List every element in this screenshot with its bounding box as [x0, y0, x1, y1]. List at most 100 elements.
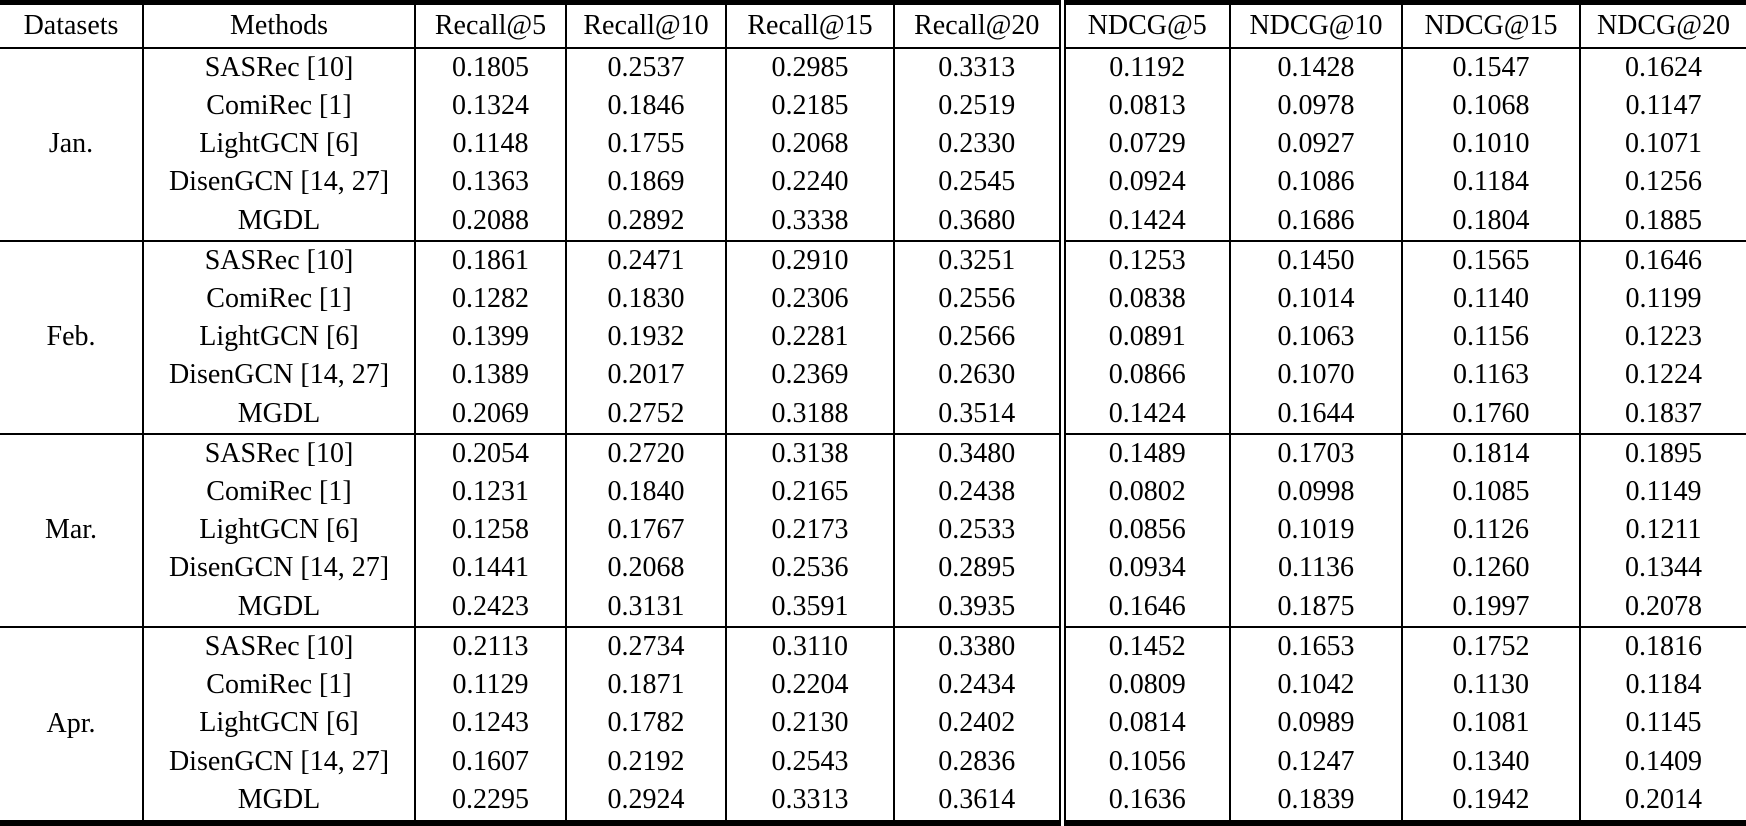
dataset-label: Feb. [0, 240, 143, 435]
metric-value: 0.1767 [565, 511, 726, 550]
method-label: DisenGCN [14, 27] [142, 549, 415, 588]
metric-value: 0.1441 [414, 549, 566, 588]
metric-value: 0.1840 [565, 473, 726, 512]
metric-value: 0.2720 [565, 433, 726, 474]
metric-value: 0.1805 [414, 46, 566, 88]
metric-value: 0.3380 [893, 626, 1062, 667]
metric-value: 0.1752 [1401, 626, 1580, 667]
metric-value: 0.1489 [1058, 433, 1230, 474]
method-label: LightGCN [6] [142, 704, 415, 743]
metric-value: 0.1071 [1579, 125, 1746, 164]
metric-value: 0.0856 [1058, 511, 1230, 550]
metric-value: 0.1869 [565, 163, 726, 202]
metric-value: 0.2204 [725, 666, 894, 705]
table-row: Mar. SASRec [10] 0.2054 0.2720 0.3138 0.3480 0… [0, 433, 1746, 628]
metric-value: 0.0729 [1058, 125, 1230, 164]
metric-value: 0.0924 [1058, 163, 1230, 202]
metric-value: 0.3480 [893, 433, 1062, 474]
dataset-label: Jan. [0, 46, 143, 242]
table-row: MGDL 0.2423 0.3131 0.3591 0.3935 0.1646 0.1875… [0, 587, 1746, 628]
metric-value: 0.1885 [1579, 201, 1746, 242]
metric-value: 0.1156 [1401, 318, 1580, 357]
metric-value: 0.1861 [414, 240, 566, 281]
metric-value: 0.1450 [1229, 240, 1402, 281]
table-row: Apr. SASRec [10] 0.2113 0.2734 0.3110 0.3380 0… [0, 626, 1746, 823]
metric-value: 0.1184 [1401, 163, 1580, 202]
metric-value: 0.1081 [1401, 704, 1580, 743]
column-header-recall-15: Recall@15 [725, 2, 894, 49]
metric-value: 0.1042 [1229, 666, 1402, 705]
metric-value: 0.3313 [725, 781, 894, 823]
metric-value: 0.1703 [1229, 433, 1402, 474]
metric-value: 0.1063 [1229, 318, 1402, 357]
metric-value: 0.1424 [1058, 394, 1230, 435]
metric-value: 0.1223 [1579, 318, 1746, 357]
metric-value: 0.2165 [725, 473, 894, 512]
metric-value: 0.1129 [414, 666, 566, 705]
metric-value: 0.0998 [1229, 473, 1402, 512]
metric-value: 0.1782 [565, 704, 726, 743]
metric-value: 0.1068 [1401, 87, 1580, 126]
metric-value: 0.1428 [1229, 46, 1402, 88]
metric-value: 0.2306 [725, 280, 894, 319]
metric-value: 0.1056 [1058, 742, 1230, 782]
metric-value: 0.1126 [1401, 511, 1580, 550]
method-label: SASRec [10] [142, 626, 415, 667]
metric-value: 0.1997 [1401, 587, 1580, 628]
metric-value: 0.1192 [1058, 46, 1230, 88]
metric-value: 0.2895 [893, 549, 1062, 588]
method-label: ComiRec [1] [142, 666, 415, 705]
metric-value: 0.3313 [893, 46, 1062, 88]
metric-value: 0.2068 [565, 549, 726, 588]
metric-value: 0.3131 [565, 587, 726, 628]
method-label: ComiRec [1] [142, 280, 415, 319]
metric-value: 0.1646 [1579, 240, 1746, 281]
metric-value: 0.1452 [1058, 626, 1230, 667]
metric-value: 0.1148 [414, 125, 566, 164]
metric-value: 0.2434 [893, 666, 1062, 705]
metric-value: 0.1895 [1579, 433, 1746, 474]
metric-value: 0.1130 [1401, 666, 1580, 705]
metric-value: 0.2566 [893, 318, 1062, 357]
table-row: LightGCN [6] 0.1148 0.1755 0.2068 0.2330 0.07… [0, 125, 1746, 164]
table-row: ComiRec [1] 0.1324 0.1846 0.2185 0.2519 0.081… [0, 87, 1746, 126]
metric-value: 0.2545 [893, 163, 1062, 202]
metric-value: 0.2630 [893, 356, 1062, 395]
method-label: SASRec [10] [142, 46, 415, 88]
column-header-recall-5: Recall@5 [414, 2, 566, 49]
metric-value: 0.2295 [414, 781, 566, 823]
metric-value: 0.0809 [1058, 666, 1230, 705]
table-row: Feb. SASRec [10] 0.1861 0.2471 0.2910 0.3251 0… [0, 240, 1746, 435]
metric-value: 0.2892 [565, 201, 726, 242]
metric-value: 0.2240 [725, 163, 894, 202]
metric-value: 0.2402 [893, 704, 1062, 743]
table-row: LightGCN [6] 0.1258 0.1767 0.2173 0.2533 0.08… [0, 511, 1746, 550]
metric-value: 0.3514 [893, 394, 1062, 435]
metric-value: 0.2734 [565, 626, 726, 667]
metric-value: 0.0891 [1058, 318, 1230, 357]
metric-value: 0.1253 [1058, 240, 1230, 281]
table-row: ComiRec [1] 0.1231 0.1840 0.2165 0.2438 0.080… [0, 473, 1746, 512]
metric-value: 0.1344 [1579, 549, 1746, 588]
metric-value: 0.3591 [725, 587, 894, 628]
metric-value: 0.1607 [414, 742, 566, 782]
metric-value: 0.2519 [893, 87, 1062, 126]
method-label: MGDL [142, 587, 415, 628]
table-row: MGDL 0.2088 0.2892 0.3338 0.3680 0.1424 0.1686… [0, 201, 1746, 242]
table-row: DisenGCN [14, 27] 0.1441 0.2068 0.2536 0.289… [0, 549, 1746, 588]
method-label: MGDL [142, 201, 415, 242]
metric-value: 0.2281 [725, 318, 894, 357]
method-label: LightGCN [6] [142, 511, 415, 550]
column-header-ndcg-20: NDCG@20 [1579, 2, 1746, 49]
metric-value: 0.2054 [414, 433, 566, 474]
metric-value: 0.2423 [414, 587, 566, 628]
metric-value: 0.0813 [1058, 87, 1230, 126]
table-row: LightGCN [6] 0.1399 0.1932 0.2281 0.2566 0.08… [0, 318, 1746, 357]
column-header-recall-20: Recall@20 [893, 2, 1062, 49]
table-row: Jan. SASRec [10] 0.1805 0.2537 0.2985 0.3313 0… [0, 46, 1746, 242]
dataset-label: Apr. [0, 626, 143, 823]
table-row: MGDL 0.2295 0.2924 0.3313 0.3614 0.1636 0.1839… [0, 781, 1746, 823]
method-label: LightGCN [6] [142, 125, 415, 164]
metric-value: 0.1547 [1401, 46, 1580, 88]
table-row: MGDL 0.2069 0.2752 0.3188 0.3514 0.1424 0.1644… [0, 394, 1746, 435]
